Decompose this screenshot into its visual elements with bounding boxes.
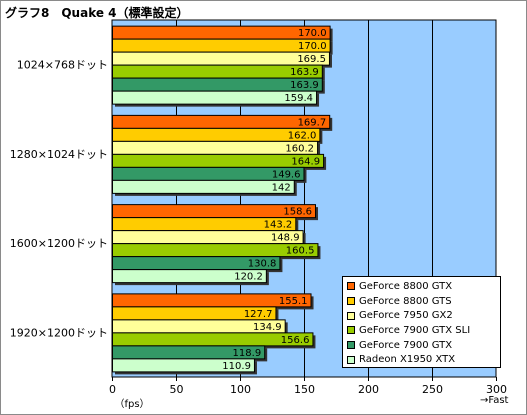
legend-swatch: [347, 282, 355, 291]
bar-value-label: 120.2: [234, 272, 263, 283]
bar-value-label: 143.2: [264, 220, 293, 231]
bar-value-label: 118.9: [233, 348, 262, 359]
bar-value-label: 130.8: [248, 259, 277, 270]
bar-value-label: 164.9: [291, 156, 320, 167]
bar-value-label: 148.9: [271, 233, 300, 244]
x-tick-label: 50: [170, 383, 184, 396]
legend-label: Radeon X1950 XTX: [359, 354, 456, 366]
legend-swatch: [347, 341, 355, 350]
x-tick-label: 250: [422, 383, 443, 396]
legend-swatch: [347, 355, 355, 364]
bar-value-label: 162.0: [288, 130, 317, 141]
chart-title: グラフ8 Quake 4（標準設定）: [5, 6, 189, 20]
category-label: 1280×1024ドット: [10, 148, 108, 161]
x-tick-label: 0: [109, 383, 116, 396]
x-tick-label: 100: [230, 383, 251, 396]
legend-label: GeForce 8800 GTS: [359, 295, 452, 307]
bar: [112, 179, 295, 194]
category-label: 1024×768ドット: [17, 59, 108, 72]
legend-swatch: [347, 311, 355, 320]
legend-item: Radeon X1950 XTX: [347, 352, 500, 367]
bar-value-label: 156.6: [281, 335, 310, 346]
legend-swatch: [347, 297, 355, 306]
bar: [112, 269, 267, 284]
legend-item: GeForce 8800 GTS: [347, 294, 500, 309]
legend-swatch: [347, 326, 355, 335]
bar-value-label: 169.7: [298, 117, 327, 128]
bar-value-label: 134.9: [253, 322, 282, 333]
bar-value-label: 142: [272, 182, 291, 193]
category-label: 1600×1200ドット: [10, 237, 108, 250]
legend-label: GeForce 7900 GTX: [359, 339, 453, 351]
legend-item: GeForce 7950 GX2: [347, 308, 500, 323]
bar-value-label: 160.5: [286, 246, 315, 257]
bar-value-label: 127.7: [244, 309, 273, 320]
x-axis-fast-label: →Fast: [480, 395, 509, 406]
legend-label: GeForce 8800 GTX: [359, 280, 453, 292]
bar-value-label: 110.9: [222, 361, 251, 372]
bar-value-label: 163.9: [290, 67, 319, 78]
legend-item: GeForce 8800 GTX: [347, 279, 500, 294]
bar-value-label: 170.0: [298, 28, 327, 39]
x-tick-label: 150: [294, 383, 315, 396]
bar-value-label: 160.2: [285, 143, 314, 154]
legend-label: GeForce 7950 GX2: [359, 310, 453, 322]
legend-label: GeForce 7900 GTX SLI: [359, 324, 471, 336]
bar-value-label: 155.1: [279, 296, 308, 307]
x-tick-label: 300: [486, 383, 507, 396]
bar-value-label: 163.9: [290, 80, 319, 91]
bar-value-label: 149.6: [272, 169, 301, 180]
x-tick-label: 200: [358, 383, 379, 396]
legend: GeForce 8800 GTX GeForce 8800 GTS GeForce …: [342, 276, 501, 368]
bar: [112, 90, 318, 105]
bar: [112, 358, 255, 373]
bar-value-label: 158.6: [283, 207, 312, 218]
x-axis-unit-label: （fps）: [114, 398, 149, 410]
category-label: 1920×1200ドット: [10, 326, 108, 339]
bar-value-label: 169.5: [297, 54, 326, 65]
legend-item: GeForce 7900 GTX SLI: [347, 323, 500, 338]
legend-item: GeForce 7900 GTX: [347, 338, 500, 353]
bar-value-label: 170.0: [298, 41, 327, 52]
bar-value-label: 159.4: [284, 93, 313, 104]
